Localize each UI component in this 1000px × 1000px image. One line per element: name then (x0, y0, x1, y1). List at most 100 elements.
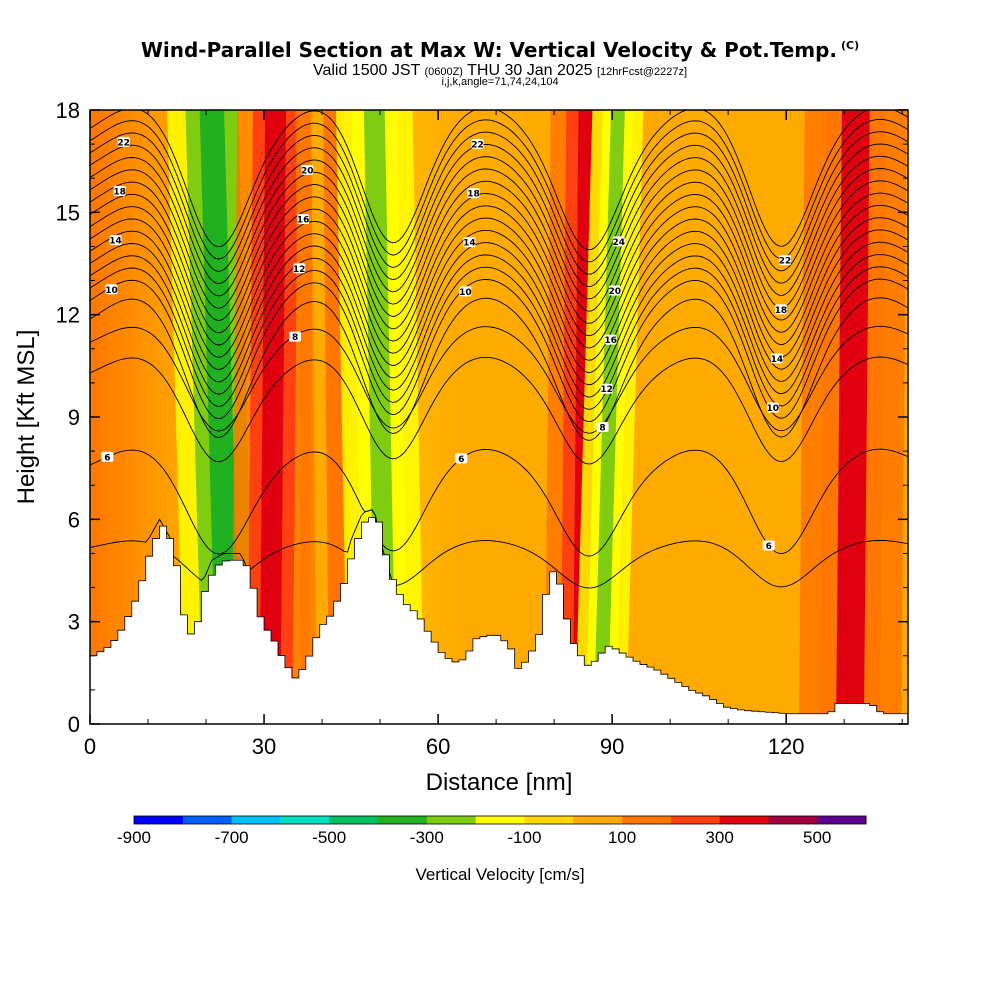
forecast-info: [12hrFcst@2227z] (596, 66, 688, 78)
theta-contour (90, 143, 908, 287)
contour-label: 20 (608, 287, 621, 297)
colorbar-swatch (573, 816, 623, 824)
colorbar-tick-label: 300 (705, 828, 733, 847)
contour-label: 20 (301, 167, 314, 177)
contour-label-box (289, 331, 302, 342)
contour-label: 12 (600, 385, 613, 395)
contour-label: 18 (467, 190, 480, 200)
colorbar-swatch (817, 816, 867, 824)
x-axis-label: Distance [nm] (426, 769, 573, 796)
contour-label: 10 (105, 286, 118, 296)
theta-contour (90, 155, 908, 300)
contour-label: 16 (604, 336, 617, 346)
terrain-profile (90, 517, 908, 724)
colorbar-swatch (524, 816, 574, 824)
contour-label-box (467, 188, 480, 199)
chart-title: Wind-Parallel Section at Max W: Vertical… (0, 38, 1000, 62)
colorbar-swatch (768, 816, 818, 824)
contour-label: 16 (297, 216, 310, 226)
x-tick-label: 90 (600, 734, 624, 759)
contour-label-box (101, 451, 114, 462)
contour-label: 10 (767, 404, 780, 414)
contour-label-box (105, 284, 118, 295)
contour-label: 6 (766, 542, 772, 552)
colorbar-tick-label: -900 (117, 828, 151, 847)
theta-contour (90, 168, 908, 312)
contour-label-box (612, 236, 625, 247)
contour-label-box (455, 453, 468, 464)
contour-label: 6 (104, 453, 110, 463)
potential-temperature-contours: 6 6 6 8 8 10 10 10 12 12 14 14 14 16 16 18 18 18 20 20 22 22 2… (90, 110, 908, 589)
colorbar-label: Vertical Velocity [cm/s] (415, 865, 584, 884)
theta-contour (90, 204, 908, 349)
colorbar-swatch (280, 816, 330, 824)
contour-label: 18 (113, 188, 126, 198)
contour-label: 14 (463, 239, 476, 249)
theta-contour (90, 297, 908, 441)
theta-contour (90, 192, 908, 337)
contour-label-box (762, 540, 775, 551)
contour-label-box (113, 186, 126, 197)
contour-label-box (293, 263, 306, 274)
contour-label-box (459, 286, 472, 297)
contour-label: 6 (458, 455, 464, 465)
theta-contour (90, 254, 908, 398)
colorbar-swatch (670, 816, 721, 824)
contour-label-box (608, 285, 621, 296)
y-tick-label: 12 (56, 303, 80, 328)
colorbar-tick-label: -500 (312, 828, 346, 847)
contour-label-box (774, 304, 787, 315)
contour-label: 14 (109, 237, 122, 247)
theta-contour (90, 241, 908, 386)
valid-utc: (0600Z) (424, 66, 463, 78)
theta-contour (90, 356, 908, 465)
axes: 0 30 60 90 120 0 3 6 9 12 15 18 (56, 98, 908, 759)
contour-label-box (301, 165, 314, 176)
x-tick-label: 120 (768, 734, 805, 759)
colorbar-tick-label: 100 (608, 828, 636, 847)
theta-contour (90, 131, 908, 275)
theta-contour (90, 217, 908, 361)
x-tick-label: 60 (426, 734, 450, 759)
valid-date: THU 30 Jan 2025 (467, 62, 593, 79)
theta-contour (90, 266, 908, 410)
contour-label: 8 (599, 423, 605, 433)
colorbar-swatch (182, 816, 233, 824)
colorbar-tick-label: 500 (803, 828, 831, 847)
contour-label: 24 (613, 238, 626, 248)
y-tick-label: 15 (56, 200, 80, 225)
colorbar-swatch (719, 816, 769, 824)
theta-contour (90, 509, 908, 589)
y-tick-label: 18 (56, 98, 80, 123)
y-tick-label: 6 (68, 507, 80, 532)
updraft-band (259, 110, 287, 724)
colorbar-swatch (426, 816, 477, 824)
colorbar: -900 -700 -500 -300 -100 100 300 500 (117, 815, 867, 847)
contour-label-box (766, 402, 779, 413)
contour-label-box (779, 255, 792, 266)
plot-area: 6 6 6 8 8 10 10 10 12 12 14 14 14 16 16 18 18 18 20 20 22 22 2… (90, 110, 908, 724)
colorbar-tick-label: -100 (507, 828, 541, 847)
contour-label-box (109, 235, 122, 246)
x-tick-label: 0 (84, 734, 96, 759)
theta-contour (90, 325, 908, 434)
y-tick-label: 9 (68, 405, 80, 430)
theta-contour (90, 118, 908, 263)
colorbar-tick-label: -700 (215, 828, 249, 847)
chart-subtitle: Valid 1500 JST (0600Z) THU 30 Jan 2025 [… (0, 62, 1000, 80)
colorbar-swatch (231, 816, 281, 824)
theta-contour (90, 180, 908, 324)
contour-label-box (596, 421, 609, 432)
contour-label-box (297, 214, 310, 225)
contour-label-box (117, 136, 130, 147)
contour-label: 12 (293, 265, 306, 275)
colorbar-frame (133, 815, 867, 825)
contour-label: 18 (775, 306, 788, 316)
colorbar-tick-label: -300 (410, 828, 444, 847)
contour-label: 14 (771, 355, 784, 365)
updraft-band (836, 110, 870, 724)
y-tick-label: 0 (68, 712, 80, 737)
contour-label-box (770, 353, 783, 364)
valid-time: Valid 1500 JST (312, 62, 420, 79)
